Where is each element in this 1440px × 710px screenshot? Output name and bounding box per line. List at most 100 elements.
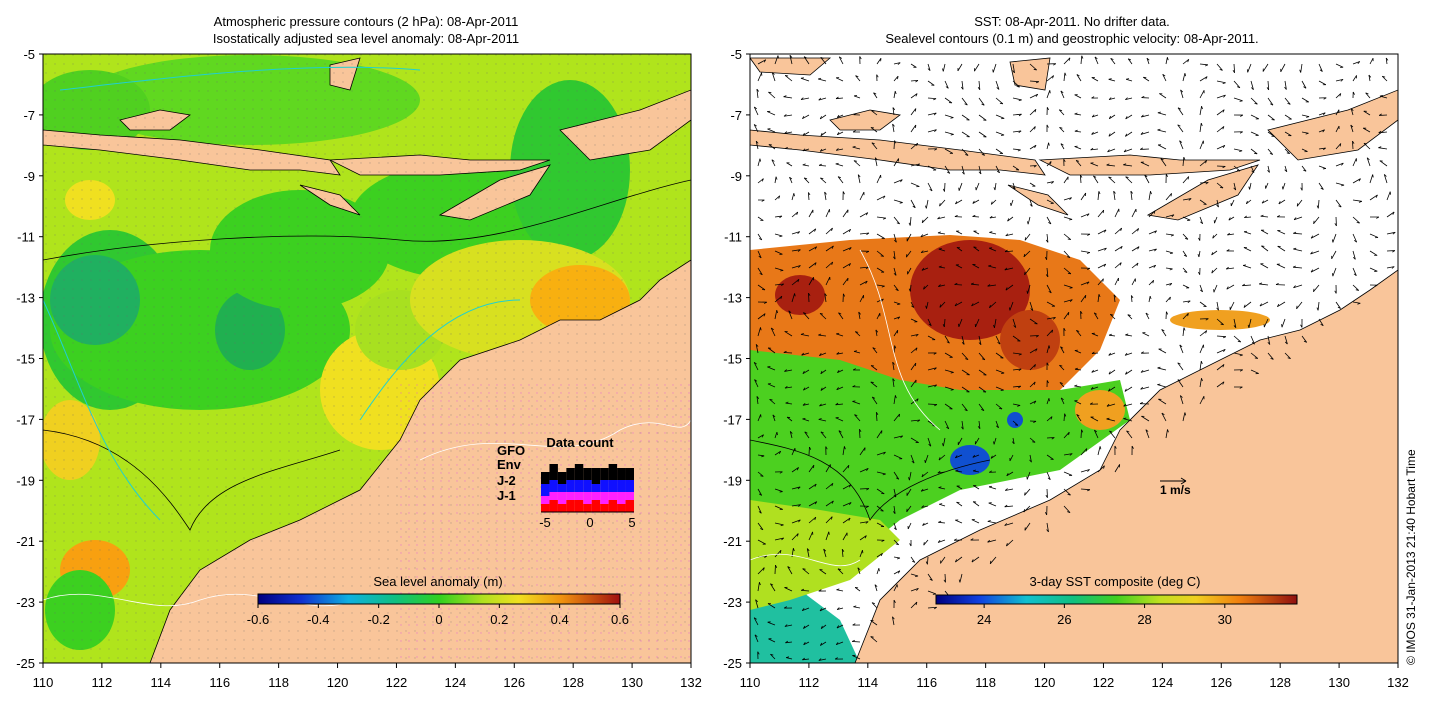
velocity-arrowhead — [1048, 222, 1052, 225]
right-lat-tick-label: -11 — [724, 230, 742, 245]
right-lat-tick-label: -15 — [723, 352, 742, 367]
velocity-arrow — [1318, 182, 1324, 190]
velocity-arrow — [1165, 267, 1173, 270]
right-lat-tick-label: -19 — [723, 473, 742, 488]
velocity-arrowhead — [755, 140, 759, 144]
velocity-arrow — [1059, 127, 1065, 133]
velocity-arrow — [1106, 418, 1116, 422]
velocity-arrow — [1293, 284, 1303, 289]
velocity-arrow — [855, 75, 861, 82]
velocity-arrowhead — [892, 361, 895, 365]
velocity-arrow — [791, 448, 796, 456]
velocity-arrow — [1091, 77, 1099, 82]
velocity-arrow — [1379, 95, 1388, 99]
velocity-arrowhead — [1385, 57, 1389, 61]
velocity-arrowhead — [1323, 97, 1327, 100]
velocity-arrowhead — [882, 217, 887, 220]
velocity-arrowhead — [1030, 308, 1034, 311]
velocity-arrow — [1317, 301, 1320, 311]
velocity-arrowhead — [955, 455, 958, 459]
velocity-arrow — [1029, 182, 1036, 187]
velocity-arrow — [1007, 216, 1014, 222]
velocity-arrowhead — [1293, 285, 1296, 288]
velocity-arrowhead — [763, 567, 765, 571]
velocity-arrow — [1335, 143, 1342, 150]
velocity-arrow — [910, 301, 915, 308]
inset-title: Data count — [546, 435, 614, 450]
velocity-arrow — [1157, 129, 1167, 133]
velocity-arrow — [1125, 131, 1133, 137]
velocity-arrowhead — [757, 651, 760, 655]
velocity-arrowhead — [1034, 109, 1037, 113]
velocity-arrowhead — [945, 86, 949, 89]
velocity-arrow — [972, 501, 980, 507]
velocity-arrowhead — [783, 114, 787, 117]
velocity-arrow — [927, 367, 937, 371]
velocity-arrow — [819, 164, 827, 167]
velocity-arrowhead — [937, 216, 941, 220]
velocity-arrow — [1386, 211, 1395, 218]
velocity-arrow — [961, 131, 970, 138]
velocity-arrowhead — [849, 502, 852, 506]
velocity-arrow — [1124, 386, 1133, 392]
velocity-arrow — [923, 284, 929, 290]
velocity-arrow — [786, 162, 793, 167]
velocity-arrow — [907, 267, 912, 275]
velocity-arrow — [973, 246, 980, 252]
velocity-arrow — [1216, 182, 1224, 189]
velocity-arrow — [906, 488, 912, 496]
velocity-arrowhead — [855, 331, 859, 333]
velocity-arrow — [910, 79, 918, 82]
velocity-arrowhead — [1391, 266, 1395, 269]
inset-bar-env — [541, 484, 550, 496]
velocity-arrowhead — [1103, 263, 1107, 267]
velocity-arrowhead — [1141, 114, 1144, 118]
velocity-arrow — [1233, 148, 1243, 152]
velocity-arrowhead — [934, 129, 937, 133]
velocity-arrow — [892, 616, 895, 626]
right-title-line1: SST: 08-Apr-2011. No drifter data. — [974, 14, 1170, 29]
velocity-arrow — [1127, 58, 1133, 65]
velocity-arrow — [1213, 284, 1218, 293]
velocity-arrow — [772, 414, 776, 422]
velocity-arrowhead — [1226, 286, 1229, 290]
inset-bar-j-1 — [549, 500, 558, 512]
velocity-arrowhead — [871, 110, 875, 112]
velocity-arrow — [923, 539, 929, 546]
velocity-arrowhead — [1278, 201, 1281, 205]
velocity-arrowhead — [1051, 329, 1054, 333]
velocity-arrowhead — [814, 501, 818, 505]
velocity-arrowhead — [1222, 166, 1226, 169]
velocity-arrow — [1262, 63, 1269, 72]
velocity-arrow — [1063, 250, 1071, 258]
velocity-arrowhead — [1052, 75, 1054, 79]
velocity-arrowhead — [881, 298, 884, 302]
velocity-arrowhead — [1124, 352, 1128, 356]
velocity-arrow — [988, 247, 997, 252]
velocity-arrowhead — [950, 117, 954, 119]
velocity-arrowhead — [1293, 247, 1297, 250]
velocity-arrowhead — [1113, 294, 1117, 298]
velocity-arrow — [835, 77, 844, 82]
right-lat-tick-label: -21 — [723, 534, 742, 549]
velocity-arrowhead — [943, 579, 946, 583]
velocity-arrow — [1123, 418, 1133, 422]
velocity-arrow — [973, 485, 980, 490]
velocity-arrow — [927, 573, 933, 581]
inset-bar-j-2 — [625, 492, 634, 500]
velocity-arrow — [876, 195, 886, 201]
velocity-arrowhead — [865, 505, 869, 508]
velocity-arrow — [1216, 349, 1226, 354]
velocity-arrow — [893, 584, 898, 592]
velocity-arrowhead — [1205, 160, 1207, 164]
velocity-arrowhead — [894, 91, 897, 95]
sst-blob — [910, 240, 1030, 340]
velocity-arrowhead — [920, 250, 924, 253]
velocity-arrowhead — [1005, 233, 1009, 237]
velocity-arrow — [1284, 80, 1287, 90]
velocity-arrow — [893, 454, 903, 460]
velocity-arrow — [755, 344, 759, 354]
velocity-arrow — [1165, 193, 1172, 201]
velocity-arrow — [1352, 178, 1361, 184]
velocity-arrow — [1199, 123, 1202, 133]
